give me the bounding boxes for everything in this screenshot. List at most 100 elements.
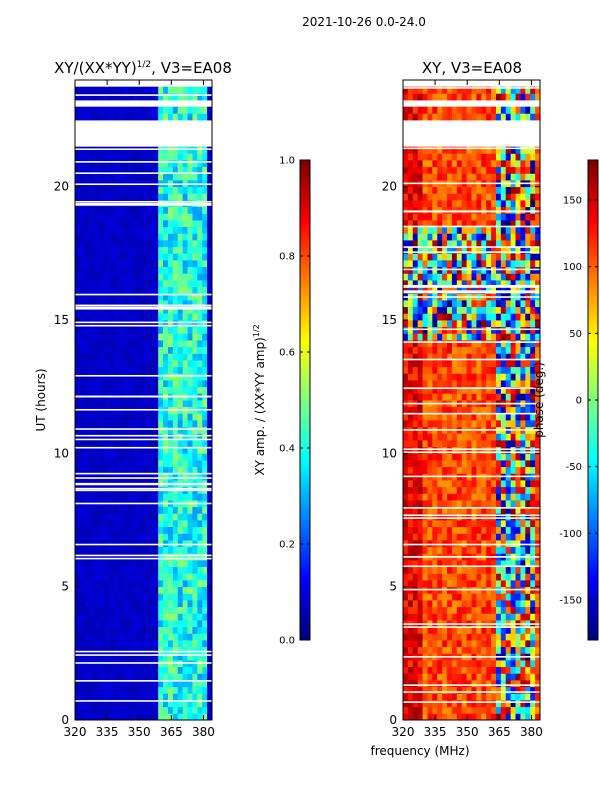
heatmap-cell	[403, 353, 409, 361]
heatmap-cell	[466, 680, 472, 688]
heatmap-cell	[123, 300, 130, 308]
heatmap-cell	[481, 353, 487, 361]
heatmap-cell	[119, 473, 125, 481]
heatmap-cell	[75, 440, 81, 448]
heatmap-cell	[94, 566, 100, 574]
heatmap-cell	[123, 540, 130, 548]
heatmap-cell	[153, 206, 159, 214]
heatmap-cell	[167, 673, 174, 681]
heatmap-cell	[123, 580, 130, 588]
heatmap-cell	[177, 320, 184, 328]
heatmap-cell	[476, 706, 482, 714]
heatmap-cell	[466, 420, 472, 428]
heatmap-cell	[99, 533, 105, 541]
heatmap-cell	[119, 533, 125, 541]
heatmap-cell	[133, 506, 139, 514]
heatmap-cell	[104, 340, 110, 348]
heatmap-cell	[153, 166, 159, 174]
heatmap-cell	[476, 346, 482, 354]
heatmap-cell	[427, 206, 433, 214]
heatmap-cell	[442, 280, 448, 288]
heatmap-cell	[505, 340, 512, 348]
heatmap-cell	[104, 273, 110, 281]
suptitle: 2021-10-26 0.0-24.0	[302, 15, 426, 29]
heatmap-cell	[456, 580, 463, 588]
heatmap-cell	[197, 373, 203, 381]
heatmap-cell	[153, 220, 159, 228]
heatmap-cell	[202, 540, 208, 548]
heatmap-cell	[148, 346, 154, 354]
heatmap-cell	[148, 440, 154, 448]
heatmap-cell	[128, 333, 135, 341]
heatmap-cell	[172, 113, 179, 121]
heatmap-cell	[510, 373, 516, 381]
heatmap-cell	[177, 560, 184, 568]
heatmap-cell	[172, 546, 179, 554]
heatmap-cell	[187, 466, 193, 474]
heatmap-cell	[167, 573, 174, 581]
heatmap-cell	[182, 280, 188, 288]
heatmap-cell	[456, 360, 463, 368]
heatmap-cell	[163, 373, 169, 381]
heatmap-cell	[486, 206, 492, 214]
heatmap-cell	[525, 486, 531, 494]
heatmap-cell	[207, 313, 213, 321]
heatmap-cell	[153, 86, 159, 94]
heatmap-cell	[530, 593, 536, 601]
heatmap-cell	[207, 153, 213, 161]
heatmap-cell	[510, 420, 516, 428]
heatmap-cell	[197, 226, 203, 234]
heatmap-cell	[535, 606, 541, 614]
heatmap-cell	[148, 213, 154, 221]
colorbar-step	[300, 384, 310, 389]
heatmap-cell	[143, 213, 149, 221]
heatmap-cell	[456, 493, 463, 501]
heatmap-cell	[104, 646, 110, 654]
heatmap-cell	[442, 466, 448, 474]
heatmap-cell	[104, 586, 110, 594]
heatmap-cell	[192, 373, 198, 381]
heatmap-cell	[207, 173, 213, 181]
heatmap-cell	[407, 600, 414, 608]
heatmap-cell	[167, 373, 174, 381]
heatmap-cell	[197, 653, 203, 661]
heatmap-cell	[192, 580, 198, 588]
heatmap-cell	[495, 220, 502, 228]
heatmap-cell	[99, 106, 105, 114]
heatmap-cell	[466, 233, 472, 241]
heatmap-cell	[456, 633, 463, 641]
heatmap-cell	[471, 346, 477, 354]
heatmap-cell	[207, 600, 213, 608]
heatmap-cell	[495, 513, 502, 521]
colorbar-step	[300, 324, 310, 329]
flagged-row	[75, 94, 212, 96]
heatmap-cell	[491, 386, 497, 394]
heatmap-cell	[104, 400, 110, 408]
heatmap-cell	[207, 253, 213, 261]
heatmap-cell	[525, 253, 531, 261]
heatmap-cell	[461, 686, 467, 694]
heatmap-cell	[133, 706, 139, 714]
heatmap-cell	[177, 533, 184, 541]
heatmap-cell	[104, 540, 110, 548]
heatmap-cell	[403, 420, 409, 428]
heatmap-cell	[495, 273, 502, 281]
heatmap-cell	[412, 186, 419, 194]
heatmap-cell	[75, 580, 81, 588]
heatmap-cell	[79, 346, 86, 354]
heatmap-cell	[119, 273, 125, 281]
heatmap-cell	[128, 640, 135, 648]
heatmap-cell	[114, 93, 120, 101]
heatmap-cell	[207, 573, 213, 581]
heatmap-cell	[495, 446, 502, 454]
heatmap-cell	[99, 286, 105, 294]
heatmap-cell	[109, 693, 115, 701]
heatmap-cell	[437, 673, 443, 681]
heatmap-cell	[119, 453, 125, 461]
heatmap-cell	[187, 300, 193, 308]
heatmap-cell	[79, 633, 86, 641]
heatmap-cell	[407, 386, 414, 394]
heatmap-cell	[476, 460, 482, 468]
heatmap-cell	[153, 633, 159, 641]
heatmap-cell	[491, 646, 497, 654]
